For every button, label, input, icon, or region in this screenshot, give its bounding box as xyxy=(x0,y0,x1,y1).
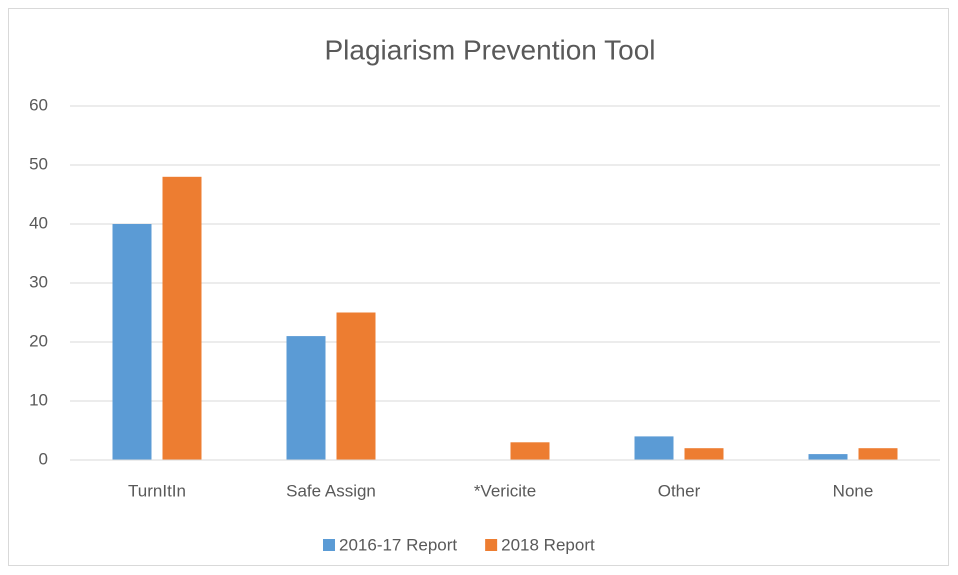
y-tick-label: 60 xyxy=(29,95,48,114)
y-tick-label: 50 xyxy=(29,154,48,173)
bar xyxy=(162,176,202,461)
bar xyxy=(336,312,376,460)
bar xyxy=(112,224,152,460)
y-tick-label: 0 xyxy=(39,449,48,468)
bar xyxy=(510,442,550,460)
y-tick-label: 20 xyxy=(29,331,48,350)
x-tick-label: TurnItIn xyxy=(128,481,186,500)
x-tick-label: Other xyxy=(658,481,701,500)
legend-swatch xyxy=(323,539,335,551)
bar xyxy=(808,454,848,460)
chart-title: Plagiarism Prevention Tool xyxy=(325,34,656,65)
bar xyxy=(858,448,898,460)
y-tick-label: 30 xyxy=(29,272,48,291)
bar xyxy=(286,336,326,460)
bar xyxy=(634,436,674,460)
legend-swatch xyxy=(485,539,498,551)
x-tick-label: Safe Assign xyxy=(286,481,376,500)
bar xyxy=(684,448,724,460)
x-tick-label: None xyxy=(833,481,874,500)
x-tick-label: *Vericite xyxy=(474,481,536,500)
legend-label: 2016-17 Report xyxy=(339,535,457,554)
y-tick-label: 10 xyxy=(29,390,48,409)
y-tick-label: 40 xyxy=(29,213,48,232)
legend-label: 2018 Report xyxy=(501,535,595,554)
